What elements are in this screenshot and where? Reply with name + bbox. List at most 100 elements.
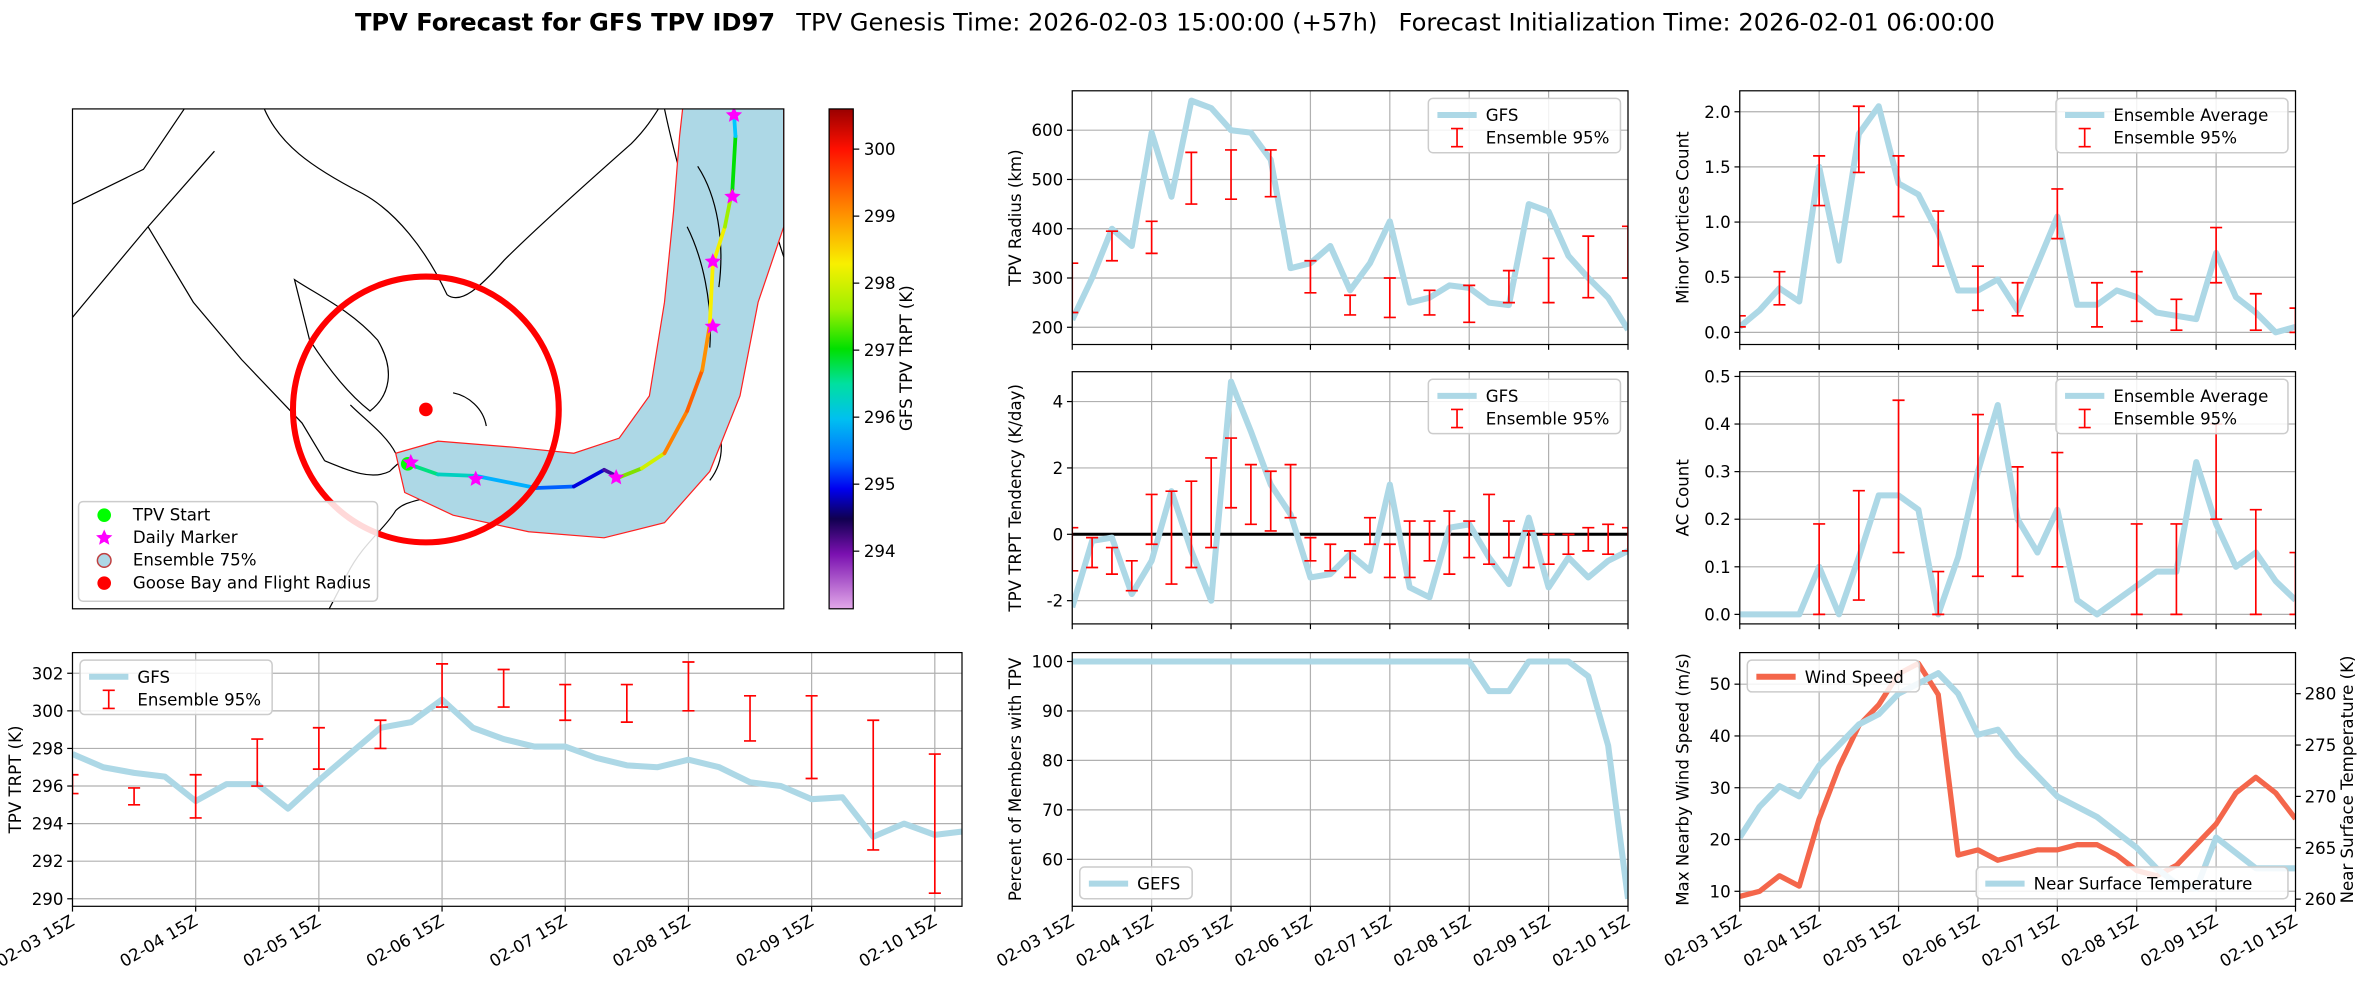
figure-title: TPV Forecast for GFS TPV ID97 TPV Genesis…: [355, 8, 1995, 36]
error-bar: [1971, 265, 1984, 312]
error-bar: [805, 694, 818, 780]
error-bar: [1463, 520, 1476, 559]
title-genesis: TPV Genesis Time: 2026-02-03 15:00:00 (+…: [795, 8, 1377, 36]
error-bar: [2051, 451, 2064, 568]
y-tick-label: 200: [1031, 318, 1063, 337]
plot-area: [1072, 658, 1628, 900]
error-bar: [1483, 493, 1496, 565]
colorbar-label: GFS TPV TRPT (K): [897, 285, 916, 431]
daily-marker: [724, 188, 741, 204]
y-axis-label: Max Nearby Wind Speed (m/s): [1673, 653, 1692, 906]
error-bar: [1205, 457, 1218, 549]
y2-tick-label: 270: [2305, 787, 2337, 806]
coastline: [293, 278, 389, 412]
y-tick-label: 2: [1053, 459, 1064, 478]
track-segment: [707, 262, 715, 327]
colorbar-tick-label: 296: [864, 408, 896, 427]
error-bar: [1284, 463, 1297, 519]
error-bar: [1892, 155, 1905, 218]
legend-swatch: [1451, 127, 1464, 148]
x-tick-label: 02-06 15Z: [363, 911, 447, 970]
panel: 200 300 400 500 600 TPV Radius (km) GFS Ensembl…: [1006, 90, 1629, 350]
legend-box: [2055, 97, 2289, 154]
error-bar: [1344, 294, 1357, 316]
colorbar-ticks: 294 295 296 297 298 299 300: [853, 140, 896, 561]
error-bar: [2051, 188, 2064, 240]
error-bar: [436, 663, 449, 708]
legend-box: [1079, 866, 1193, 900]
axes-frame: [1739, 371, 2297, 625]
legend-swatch: [102, 689, 115, 710]
error-bar: [2249, 508, 2262, 616]
error-bar: [1105, 546, 1118, 575]
error-bar: [1165, 490, 1178, 585]
y-tick-label: 300: [32, 702, 64, 721]
error-bar: [1522, 530, 1535, 569]
error-bar: [1582, 526, 1595, 552]
y-axis-label: Minor Vortices Count: [1673, 131, 1692, 304]
error-bar: [928, 753, 941, 894]
error-bar: [189, 773, 202, 819]
series-line: [1072, 658, 1628, 900]
error-bar: [1344, 550, 1357, 579]
error-bar: [2170, 298, 2183, 331]
y-tick-label: 0.1: [1704, 558, 1730, 577]
error-bar: [1813, 523, 1826, 616]
y-tick-label: 30: [1710, 779, 1731, 798]
y-tick-label: 0.5: [1704, 367, 1730, 386]
legend: GFS Ensemble 95%: [79, 659, 273, 716]
y-tick-label: 20: [1710, 831, 1731, 850]
y-tick-label: 40: [1710, 727, 1731, 746]
colorbar-tick-label: 300: [864, 140, 896, 159]
track-segment: [662, 409, 690, 456]
axes-frame: [1739, 651, 2297, 907]
colorbar-tick-label: 295: [864, 475, 896, 494]
flight-radius: [289, 273, 562, 546]
y-tick-label: 302: [32, 664, 64, 683]
x-tick-label: 02-03 15Z: [1661, 911, 1745, 970]
error-bar: [559, 683, 572, 722]
error-bar: [2011, 466, 2024, 578]
daily-marker: [402, 454, 419, 470]
error-bar: [1224, 149, 1238, 201]
map-frame: [71, 108, 785, 610]
legend-swatch: [1451, 408, 1464, 429]
error-bar: [1971, 413, 1984, 578]
x-tick-label: 02-09 15Z: [1470, 911, 1554, 970]
plot-area: [1072, 97, 1628, 332]
track-segment: [436, 472, 478, 478]
y-tick-label: 600: [1031, 121, 1063, 140]
legend-box: [2055, 378, 2289, 435]
y-tick-label: 0.3: [1704, 463, 1730, 482]
y-axis-label: Percent of Members with TPV: [1006, 657, 1025, 901]
error-bar: [1502, 520, 1515, 559]
plot-area: [1739, 399, 2296, 618]
series-line: [1072, 97, 1628, 332]
x-tick-label: 02-04 15Z: [1073, 911, 1157, 970]
legend-label: Daily Marker: [133, 528, 238, 547]
coastline: [72, 108, 326, 462]
legend-label: GFS: [137, 668, 170, 687]
legend: GFS Ensemble 95%: [1427, 378, 1622, 435]
error-bar: [2289, 307, 2296, 334]
error-bar: [1304, 259, 1317, 294]
y-tick-label: 70: [1042, 801, 1063, 820]
x-tick-label: 02-03 15Z: [993, 911, 1077, 970]
legend-label: Ensemble Average: [2113, 387, 2268, 406]
error-bar: [1813, 155, 1826, 207]
x-tick-label: 02-07 15Z: [1978, 911, 2062, 970]
error-bar: [1502, 269, 1515, 304]
y-tick-label: 400: [1031, 220, 1063, 239]
goose-bay: [419, 402, 433, 417]
error-bar: [620, 683, 633, 723]
legend-swatch: [2078, 408, 2091, 429]
y2-tick-label: 265: [2305, 839, 2337, 858]
legend-label: Ensemble 95%: [2113, 410, 2237, 429]
x-tick-label: 02-05 15Z: [1152, 911, 1236, 970]
error-bar: [1324, 543, 1337, 572]
legend: GEFS: [1079, 866, 1193, 900]
legend-swatch: [2078, 127, 2091, 148]
error-bar: [497, 668, 510, 708]
